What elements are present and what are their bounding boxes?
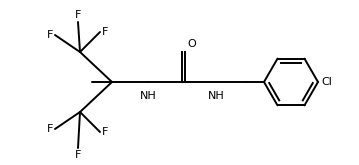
Text: F: F (47, 30, 53, 40)
Text: NH: NH (208, 91, 224, 101)
Text: F: F (75, 150, 81, 160)
Text: NH: NH (140, 91, 157, 101)
Text: F: F (102, 127, 108, 137)
Text: F: F (47, 124, 53, 134)
Text: F: F (102, 27, 108, 37)
Text: F: F (75, 10, 81, 20)
Text: O: O (187, 39, 196, 49)
Text: Cl: Cl (321, 77, 332, 87)
